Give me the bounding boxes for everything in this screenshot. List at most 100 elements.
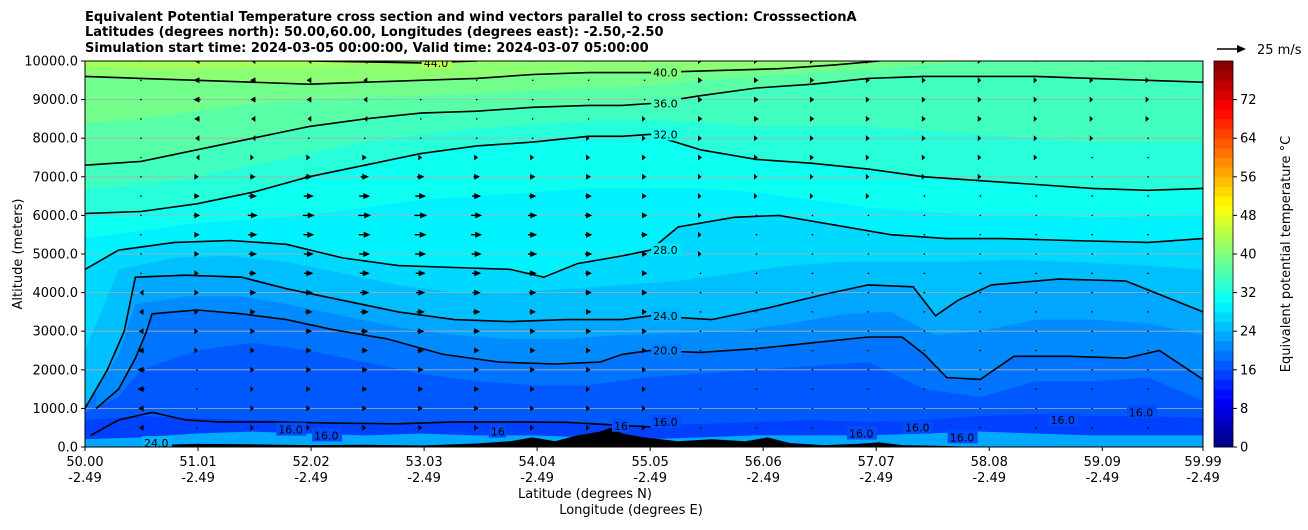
wind-vector (1035, 311, 1038, 313)
wind-vector (419, 79, 422, 82)
wind-vector (979, 311, 982, 313)
x-tick-label-lat: 56.06 (745, 455, 782, 470)
wind-vector (755, 311, 758, 313)
wind-vector (417, 173, 425, 180)
contour-20.0 (95, 309, 1203, 410)
wind-vector (194, 289, 199, 296)
contour-label: 44.0 (424, 57, 449, 70)
wind-vector (306, 386, 311, 393)
wind-vector (923, 407, 926, 410)
wind-vector (531, 79, 534, 82)
wind-vector (137, 386, 145, 393)
x-tick-label-lat: 57.07 (858, 455, 895, 470)
wind-vector (921, 115, 926, 122)
wind-vector (584, 212, 593, 219)
wind-vector (1147, 272, 1149, 275)
wind-vector (585, 308, 592, 315)
colorbar-band (1214, 215, 1233, 226)
wind-vector (867, 233, 870, 236)
wind-vector (361, 328, 369, 335)
contour-40.0 (85, 61, 880, 86)
colorbar-band (1214, 109, 1233, 120)
wind-vector (1147, 214, 1149, 217)
wind-vector (586, 366, 591, 373)
wind-vector (362, 424, 367, 431)
wind-vector (923, 388, 926, 390)
wind-vector (585, 289, 592, 296)
wind-vector (1033, 135, 1038, 142)
wind-vector (140, 195, 142, 197)
wind-vector (753, 135, 758, 142)
wind-vector (193, 96, 201, 103)
wind-vector (528, 251, 538, 257)
wind-vector (530, 366, 535, 373)
wind-vector (475, 118, 478, 120)
x-tick-label-lat: 58.08 (971, 455, 1008, 470)
wind-vector (698, 96, 703, 103)
colorbar-band (1214, 292, 1233, 303)
wind-vector (475, 79, 478, 82)
wind-vector (1035, 388, 1038, 390)
contour-label: 16.0 (314, 429, 339, 442)
colorbar-band (1214, 225, 1233, 236)
wind-vector (1035, 291, 1038, 294)
contour-label-bg (651, 308, 682, 322)
wind-vector (642, 347, 647, 354)
wind-vector (642, 115, 646, 122)
wind-vector (250, 405, 254, 412)
wind-vector (1035, 253, 1038, 255)
wind-vector (642, 308, 647, 315)
wind-vector (1033, 96, 1038, 103)
wind-vector (809, 61, 814, 64)
wind-vector (867, 349, 870, 352)
wind-vector (865, 96, 870, 103)
contour-label: 20.0 (653, 345, 678, 358)
wind-vector (529, 308, 536, 315)
wind-vector (307, 115, 312, 122)
wind-vector (530, 386, 535, 393)
wind-vector (865, 61, 870, 64)
wind-vector (138, 328, 144, 335)
contour-label: 40.0 (653, 67, 678, 80)
wind-vector (811, 426, 814, 429)
wind-vector (473, 328, 480, 335)
contour-label: 16.0 (278, 424, 303, 437)
x-tick-label-lat: 53.03 (405, 455, 442, 470)
wind-vector (417, 366, 424, 373)
wind-vector (977, 173, 982, 180)
wind-vector (250, 386, 254, 393)
wind-vector (473, 308, 481, 315)
wind-vector (531, 118, 534, 120)
wind-vector (867, 407, 870, 410)
wind-vector (867, 388, 870, 390)
colorbar-band (1214, 234, 1233, 245)
wind-vector (865, 173, 870, 180)
x-tick-label-lat: 54.04 (519, 455, 556, 470)
chart-title-line-3: Simulation start time: 2024-03-05 00:00:… (85, 41, 649, 56)
wind-vector (303, 193, 314, 200)
colorbar-band (1214, 89, 1233, 101)
wind-vector (811, 330, 814, 333)
colorbar-ticks: 0 8 16 24 32 40 48 56 64 72 (1233, 93, 1257, 456)
wind-vector (414, 212, 428, 219)
contour-lines (85, 61, 1203, 437)
wind-vector (1091, 195, 1094, 197)
wind-vector (979, 272, 982, 275)
wind-vector (139, 289, 144, 296)
wind-vector (979, 233, 982, 236)
contour-label: 28.0 (653, 244, 678, 257)
wind-vector (472, 193, 482, 200)
wind-vector (642, 366, 646, 373)
wind-vector (979, 291, 982, 294)
y-tick-label: 10000.0 (24, 55, 78, 70)
wind-vector (363, 137, 366, 139)
x-tick-label-lon: -2.49 (1085, 471, 1119, 486)
x-tick-label-lon: -2.49 (972, 471, 1006, 486)
wind-vector (472, 270, 482, 277)
wind-vector (755, 330, 758, 333)
wind-vector (250, 328, 256, 335)
wind-vector (753, 115, 759, 122)
wind-vector (698, 77, 703, 84)
wind-vector (642, 154, 646, 161)
colorbar-tick-label: 16 (1240, 363, 1257, 378)
